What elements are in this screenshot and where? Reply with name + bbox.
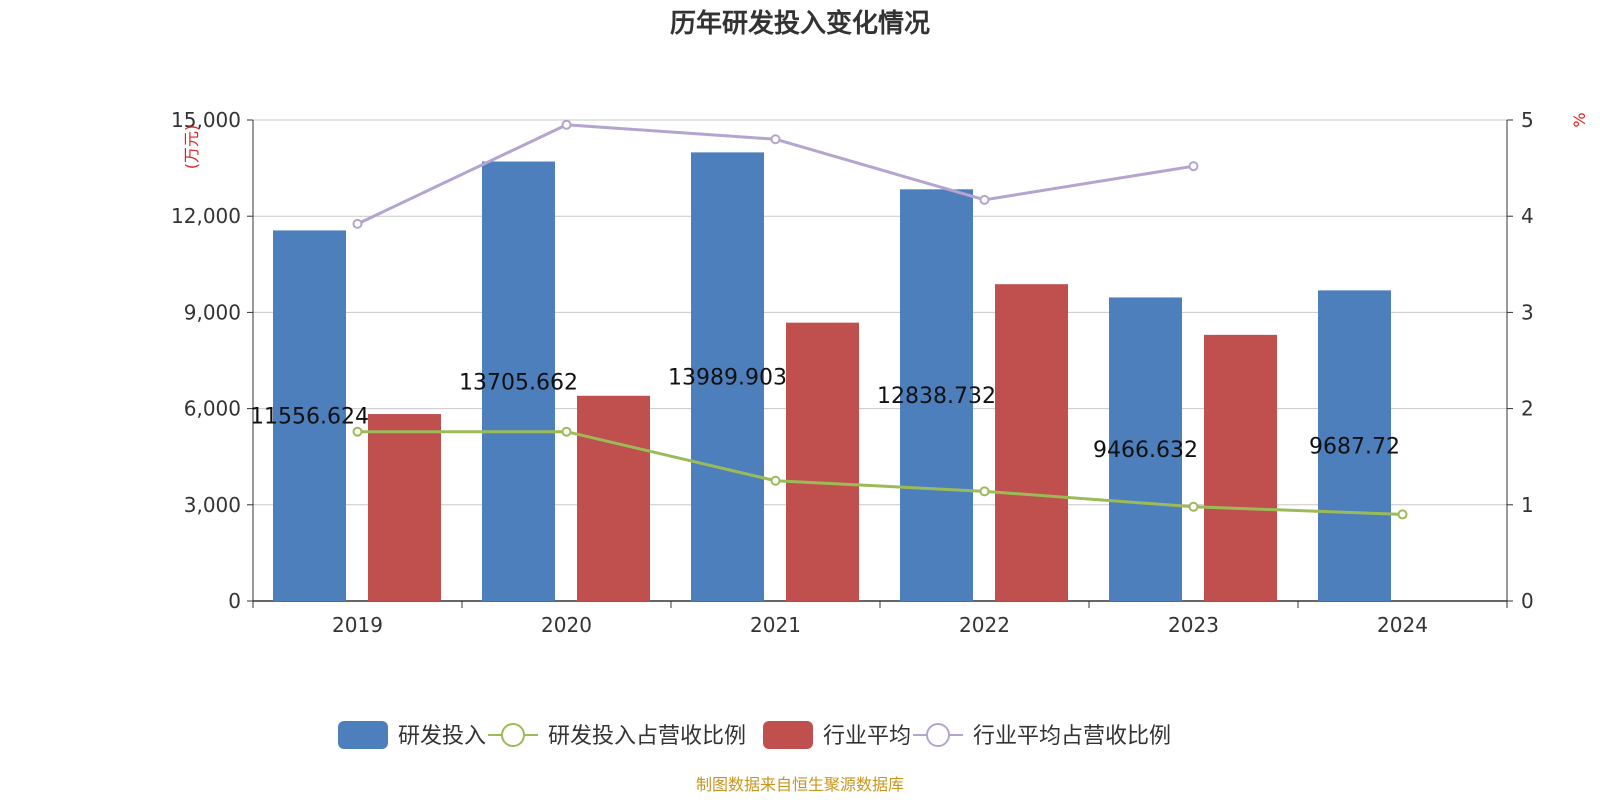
data-label: 12838.732 [877,384,996,409]
data-labels: 11556.624 13705.662 13989.903 12838.732 9466… [250,366,1400,464]
data-label: 9687.72 [1309,435,1400,460]
chart-title: 历年研发投入变化情况 [670,8,930,39]
left-tick-label: 9,000 [184,300,241,324]
grid-lines [253,119,1507,506]
legend-swatch-bar [763,721,813,749]
data-label: 11556.624 [250,405,369,430]
line-point [770,475,781,486]
bar-industry-average [368,414,441,601]
data-label: 9466.632 [1093,438,1198,463]
line-point [352,426,363,437]
legend-label: 行业平均占营收比例 [973,724,1171,749]
data-label: 13989.903 [668,366,787,391]
lines [352,119,1408,520]
legend-label: 研发投入 [398,724,486,749]
left-tick-label: 15,000 [171,108,241,132]
x-tick-label: 2021 [750,613,801,637]
right-tick-label: 0 [1521,589,1534,613]
legend-swatch-marker [926,723,950,747]
bars [273,152,1391,601]
bar-rd-investment [273,230,346,601]
right-tick-label: 3 [1521,300,1534,324]
legend-swatch-bar [338,721,388,749]
line-rd-ratio [357,430,1403,516]
x-tick-label: 2020 [541,613,592,637]
bar-rd-investment [691,152,764,601]
x-tick-label: 2024 [1377,613,1428,637]
bar-rd-investment [482,161,555,601]
legend-swatch-marker [501,723,525,747]
x-axis: 2019 2020 2021 2022 2023 2024 [252,600,1508,637]
right-tick-label: 4 [1521,204,1534,228]
line-point [1188,161,1199,172]
left-axis: 0 3,000 6,000 9,000 12,000 15,000 [171,108,254,613]
x-tick-label: 2022 [959,613,1010,637]
bar-rd-investment [900,189,973,601]
bar-industry-average [1204,334,1277,601]
line-point [770,134,781,145]
left-tick-label: 3,000 [184,493,241,517]
x-tick-label: 2023 [1168,613,1219,637]
right-axis-unit: % [1570,112,1589,127]
x-tick-label: 2019 [332,613,383,637]
bar-industry-average [786,322,859,601]
left-tick-label: 0 [228,589,241,613]
legend-label: 研发投入占营收比例 [548,724,746,749]
data-label: 13705.662 [459,370,578,395]
legend: 研发投入 研发投入占营收比例 行业平均 行业平均占营收比例 [338,721,1171,749]
source-note: 制图数据来自恒生聚源数据库 [696,775,904,794]
right-axis: 0 1 2 3 4 5 [1506,108,1534,613]
line-point [561,119,572,130]
line-point [979,194,990,205]
line-point [1188,501,1199,512]
line-point [979,486,990,497]
left-tick-label: 12,000 [171,204,241,228]
bar-industry-average [995,284,1068,601]
bar-rd-investment [1109,297,1182,601]
left-axis-unit: (万元) [182,125,201,170]
bar-industry-average [577,395,650,601]
right-tick-label: 1 [1521,493,1534,517]
legend-label: 行业平均 [823,724,911,749]
bar-rd-investment [1318,290,1391,601]
right-tick-label: 2 [1521,397,1534,421]
left-tick-label: 6,000 [184,397,241,421]
line-point [561,426,572,437]
right-tick-label: 5 [1521,108,1534,132]
line-point [1397,509,1408,520]
line-point [352,218,363,229]
